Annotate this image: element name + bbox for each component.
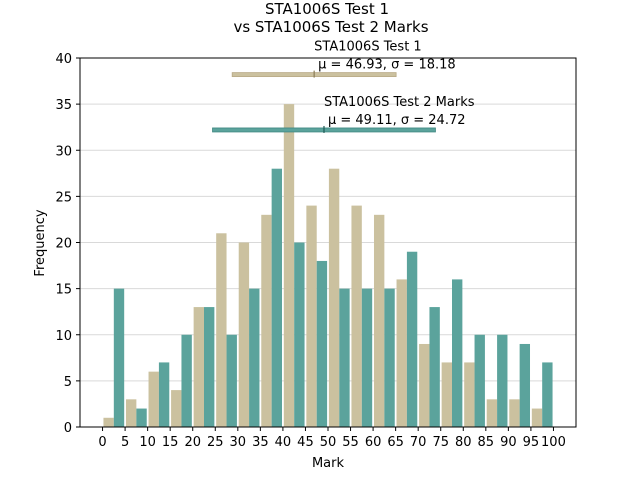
x-tick-label: 90 xyxy=(500,435,517,450)
bar-series-1 xyxy=(306,205,317,427)
series-1-stats-label: μ = 46.93, σ = 18.18 xyxy=(318,58,456,73)
bar-series-2 xyxy=(204,307,215,427)
bar-series-2 xyxy=(181,334,192,427)
bar-series-1 xyxy=(396,279,407,427)
x-tick-label: 60 xyxy=(365,435,382,450)
bar-series-2 xyxy=(339,288,350,427)
bar-series-1 xyxy=(486,399,498,427)
bar-series-1 xyxy=(441,362,452,427)
bar-series-1 xyxy=(464,362,475,427)
y-tick-label: 15 xyxy=(55,283,72,298)
y-tick-label: 30 xyxy=(55,144,72,159)
x-tick-label: 65 xyxy=(387,435,404,450)
bar-series-1 xyxy=(531,408,543,427)
x-tick-label: 50 xyxy=(320,435,337,450)
x-tick-label: 30 xyxy=(230,435,247,450)
bar-series-1 xyxy=(328,168,340,427)
bar-series-2 xyxy=(158,362,170,427)
x-tick-label: 0 xyxy=(98,435,106,450)
bar-series-1 xyxy=(373,214,385,427)
bar-series-2 xyxy=(316,260,328,427)
y-tick-label: 35 xyxy=(55,98,72,113)
bar-series-2 xyxy=(249,288,260,427)
bar-series-2 xyxy=(361,288,373,427)
x-tick-label: 95 xyxy=(523,435,540,450)
bar-series-2 xyxy=(113,288,125,427)
bar-series-1 xyxy=(351,205,362,427)
bar-series-1 xyxy=(283,104,295,427)
bar-series-2 xyxy=(542,362,553,427)
x-tick-label: 5 xyxy=(121,435,129,450)
x-tick-label: 45 xyxy=(297,435,314,450)
bar-series-2 xyxy=(452,279,463,427)
series-1-name-label: STA1006S Test 1 xyxy=(314,40,422,55)
y-tick-label: 20 xyxy=(55,237,72,252)
x-tick-label: 100 xyxy=(541,435,566,450)
x-tick-label: 85 xyxy=(478,435,495,450)
series-2-name-label: STA1006S Test 2 Marks xyxy=(324,95,475,110)
bar-series-2 xyxy=(474,334,485,427)
y-tick-label: 40 xyxy=(55,52,72,67)
bar-series-1 xyxy=(193,307,204,427)
x-tick-label: 10 xyxy=(139,435,156,450)
series-2-stats-label: μ = 49.11, σ = 24.72 xyxy=(328,113,466,128)
bar-series-2 xyxy=(294,242,305,427)
bar-series-2 xyxy=(406,251,418,427)
bar-series-1 xyxy=(216,233,227,427)
bar-series-1 xyxy=(261,214,272,427)
bar-series-2 xyxy=(429,307,440,427)
x-tick-label: 55 xyxy=(342,435,359,450)
chart-title-line1: STA1006S Test 1 xyxy=(265,0,389,18)
bar-series-1 xyxy=(509,399,520,427)
x-tick-label: 80 xyxy=(455,435,472,450)
bar-series-2 xyxy=(384,288,395,427)
y-gridlines xyxy=(80,103,576,382)
bar-series-2 xyxy=(226,334,237,427)
bar-series-1 xyxy=(419,343,430,427)
bar-series-1 xyxy=(171,390,182,427)
y-tick-label: 25 xyxy=(55,190,72,205)
y-axis-label: Frequency xyxy=(33,209,48,276)
stats-annotations: STA1006S Test 1 μ = 46.93, σ = 18.18 STA10… xyxy=(212,40,475,133)
x-axis-label: Mark xyxy=(312,456,345,471)
bar-series-1 xyxy=(125,399,137,427)
x-tick-label: 35 xyxy=(252,435,269,450)
y-tick-label: 5 xyxy=(64,375,72,390)
y-tick-label: 10 xyxy=(55,329,72,344)
x-tick-label: 75 xyxy=(432,435,449,450)
bar-series-1 xyxy=(148,371,159,427)
bar-series-1 xyxy=(238,242,250,427)
bar-series-1 xyxy=(103,417,114,427)
chart-title-line2: vs STA1006S Test 2 Marks xyxy=(233,18,428,36)
x-tick-label: 15 xyxy=(162,435,179,450)
y-tick-label: 0 xyxy=(64,421,72,436)
bar-series-2 xyxy=(136,408,147,427)
x-tick-label: 25 xyxy=(207,435,224,450)
x-tick-label: 20 xyxy=(184,435,201,450)
bar-series-2 xyxy=(497,334,508,427)
bar-series-2 xyxy=(519,343,531,427)
x-axis-ticks: 0 5 10 15 20 25 30 35 40 45 50 55 60 65 70 75 80 85 90 95 10… xyxy=(98,427,566,450)
bar-series-2 xyxy=(271,168,283,427)
x-tick-label: 40 xyxy=(275,435,292,450)
x-tick-label: 70 xyxy=(410,435,427,450)
bars-group xyxy=(103,104,553,427)
y-axis-ticks: 0 5 10 15 20 25 30 35 40 xyxy=(55,52,80,436)
